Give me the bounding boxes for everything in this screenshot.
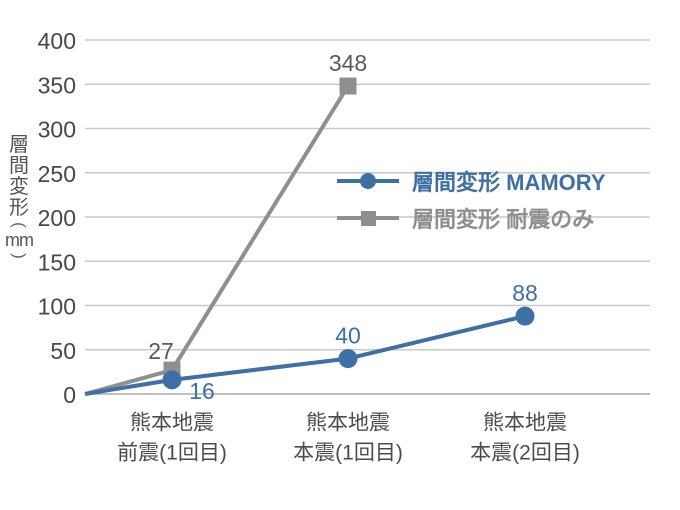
data-point-square [339,77,357,95]
y-tick-label: 100 [38,294,76,320]
y-axis-title-char: 変 [9,176,29,198]
x-category-label: 前震(1回目) [117,442,227,465]
y-tick-label: 200 [38,205,76,231]
data-label: 88 [512,280,538,306]
data-label: 348 [329,50,367,76]
data-point-circle [338,349,358,369]
y-tick-label: 250 [38,161,76,187]
y-axis-title: 層間変形 ( mm) [2,135,36,262]
legend-label-taishin: 層間変形 耐震のみ [412,207,595,232]
y-tick-label: 50 [50,338,76,364]
data-point-circle [162,370,182,390]
y-tick-label: 350 [38,72,76,98]
data-point-circle [515,306,535,326]
x-category-label: 本震(2回目) [470,442,580,465]
data-label: 16 [189,378,215,404]
series-line [84,314,526,396]
y-tick-label: 400 [38,28,76,54]
legend-square [361,211,376,226]
y-axis-title-char: 間 [9,155,29,177]
y-tick-label: 0 [63,382,76,408]
legend-item-taishin: 層間変形 耐震のみ [337,203,606,233]
chart-legend: 層間変形 MAMORY 層間変形 耐震のみ [337,166,606,233]
y-axis-title-char: 形 [9,197,29,219]
legend-dot [360,173,376,189]
y-tick-label: 150 [38,249,76,275]
legend-circle-marker-icon [337,166,399,196]
x-category-label: 熊本地震 [306,412,390,435]
y-axis-title-char: ) [9,253,29,259]
legend-item-mamory: 層間変形 MAMORY [337,166,606,196]
series-line [84,84,350,396]
legend-square-marker-icon [337,203,399,233]
x-category-label: 本震(1回目) [293,442,403,465]
data-label: 27 [148,338,174,364]
y-tick-label: 300 [38,117,76,143]
x-category-label: 熊本地震 [483,412,567,435]
y-axis-title-char: mm [5,230,34,250]
legend-label-mamory: 層間変形 MAMORY [412,170,606,195]
data-label: 40 [335,323,361,349]
x-category-label: 熊本地震 [130,412,214,435]
y-axis-title-char: 層 [9,134,29,156]
y-axis-title-char: ( [9,222,29,228]
